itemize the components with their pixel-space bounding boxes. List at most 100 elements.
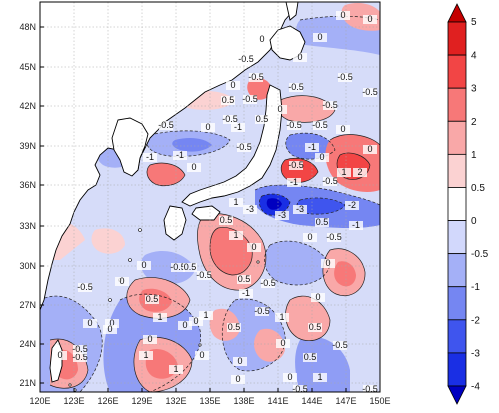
contour-label-bg	[173, 151, 187, 160]
contour-label: -0.5	[77, 282, 93, 292]
contour-label: -1	[290, 177, 298, 187]
contour-label-bg	[243, 205, 257, 214]
contour-label-bg	[201, 123, 215, 132]
colorbar-swatch	[447, 21, 467, 56]
lat-tick-label: 33N	[19, 221, 36, 231]
contour-label-bg	[197, 271, 211, 280]
contour-label: 0	[307, 232, 312, 242]
contour-label-bg	[229, 231, 243, 240]
contour-label-bg	[223, 115, 237, 124]
contour-label: 0	[319, 152, 324, 162]
contour-label: -0.5	[238, 54, 254, 64]
contour-label-bg	[363, 15, 377, 24]
contour-label: -0.5	[196, 270, 212, 280]
contour-label: -0.5	[260, 278, 276, 288]
contour-label-bg	[349, 221, 363, 230]
lat-tick-label: 45N	[19, 62, 36, 72]
contour-label: -0.5	[312, 120, 328, 130]
contour-label: 0	[367, 14, 372, 24]
land-masses	[40, 2, 306, 383]
contour-label: 0	[235, 374, 240, 384]
contour-label-bg	[308, 323, 322, 332]
colorbar-level-label: 4	[471, 51, 477, 62]
colorbar-level-label: -1	[471, 282, 480, 293]
contour-label: 0	[251, 242, 256, 252]
contour-label-bg	[255, 115, 269, 124]
contour-label: 0	[287, 372, 292, 382]
contour-label: 0	[199, 350, 204, 360]
contour-label: 0.5	[228, 322, 241, 332]
contour-label-bg	[169, 365, 183, 374]
contour-label: -0.5	[337, 72, 353, 82]
contour-label: 1	[143, 350, 148, 360]
colorbar-min-triangle	[447, 385, 467, 405]
contour-label: 0.5	[309, 322, 322, 332]
contour-label-bg	[327, 233, 341, 242]
contour-label: 0	[193, 316, 198, 326]
contour-label-bg	[159, 121, 173, 130]
contour-label-bg	[227, 323, 241, 332]
contour-label-bg	[221, 96, 235, 105]
latitude-labels: 48N 45N 42N 39N 36N 33N 30N 27N 24N 21N	[19, 22, 44, 388]
colorbar-level-label: 5	[471, 17, 477, 28]
contour-label: 0	[280, 338, 285, 348]
contour-label: 0	[205, 122, 210, 132]
contour-label-bg	[219, 216, 233, 225]
contour-label-bg	[315, 218, 329, 227]
contour-label-bg	[83, 319, 97, 328]
contour-label: -0.5	[288, 160, 304, 170]
contour-label-bg	[338, 73, 352, 82]
contour-label: 1	[203, 310, 208, 320]
contour-label: -3	[246, 204, 254, 214]
contour-label: 0	[367, 144, 372, 154]
lat-tick-label: 36N	[19, 180, 36, 190]
contour-label: 1	[279, 312, 284, 322]
lat-tick-label: 30N	[19, 261, 36, 271]
contour-label-bg	[293, 385, 307, 392]
contour-label-bg	[363, 88, 377, 97]
contour-label-bg	[287, 121, 301, 130]
contour-label: 0	[182, 320, 187, 330]
contour-label: -0.5	[158, 120, 174, 130]
contour-label: -0.5	[248, 72, 264, 82]
contour-label: 0.5	[184, 262, 197, 272]
colorbar-swatch	[447, 187, 467, 221]
contour-label-bg	[303, 233, 317, 242]
lon-tick-label: 141E	[267, 396, 288, 406]
contour-label-bg	[305, 143, 319, 152]
lon-tick-label: 126E	[97, 396, 118, 406]
contour-label-bg	[287, 178, 301, 187]
contour-label: -0.5	[254, 306, 270, 316]
contour-label-bg	[283, 373, 297, 382]
contour-label: 0.5	[238, 274, 251, 284]
colorbar-swatch	[447, 319, 467, 354]
contour-label: -0.5	[362, 87, 378, 97]
lat-tick-label: 21N	[19, 378, 36, 388]
lat-tick-label: 24N	[19, 339, 36, 349]
contour-label: 0.5	[304, 352, 317, 362]
contour-label: -1	[176, 150, 184, 160]
contour-label: -0.5	[322, 100, 338, 110]
contour-label-bg	[231, 375, 245, 384]
contour-label-bg	[293, 205, 307, 214]
contour-label: 0	[87, 318, 92, 328]
lon-tick-label: 147E	[335, 396, 356, 406]
colorbar-swatch	[447, 153, 467, 188]
contour-label: -1	[308, 142, 316, 152]
anomaly-map: 0 000-0.5 0-0.5 -0.500.5 -0.5-0.5-0.5 0.50 -0.…	[19, 1, 391, 406]
contour-label-bg	[303, 353, 317, 362]
contour-label: 0	[119, 276, 124, 286]
contour-label-bg	[313, 121, 327, 130]
contour-label: 0.5	[220, 215, 233, 225]
lat-tick-label: 42N	[19, 101, 36, 111]
contour-label: -0.5	[332, 340, 348, 350]
contour-label: 0	[340, 124, 345, 134]
graticule	[40, 2, 380, 392]
contour-label: 0	[259, 34, 264, 44]
contour-label-bg	[178, 321, 192, 330]
contour-label: -0.5	[72, 344, 88, 354]
contour-label: -2	[348, 200, 356, 210]
colorbar-level-label: -3	[471, 348, 480, 359]
contour-label-bg	[237, 275, 251, 284]
contour-label-bg	[183, 263, 197, 272]
